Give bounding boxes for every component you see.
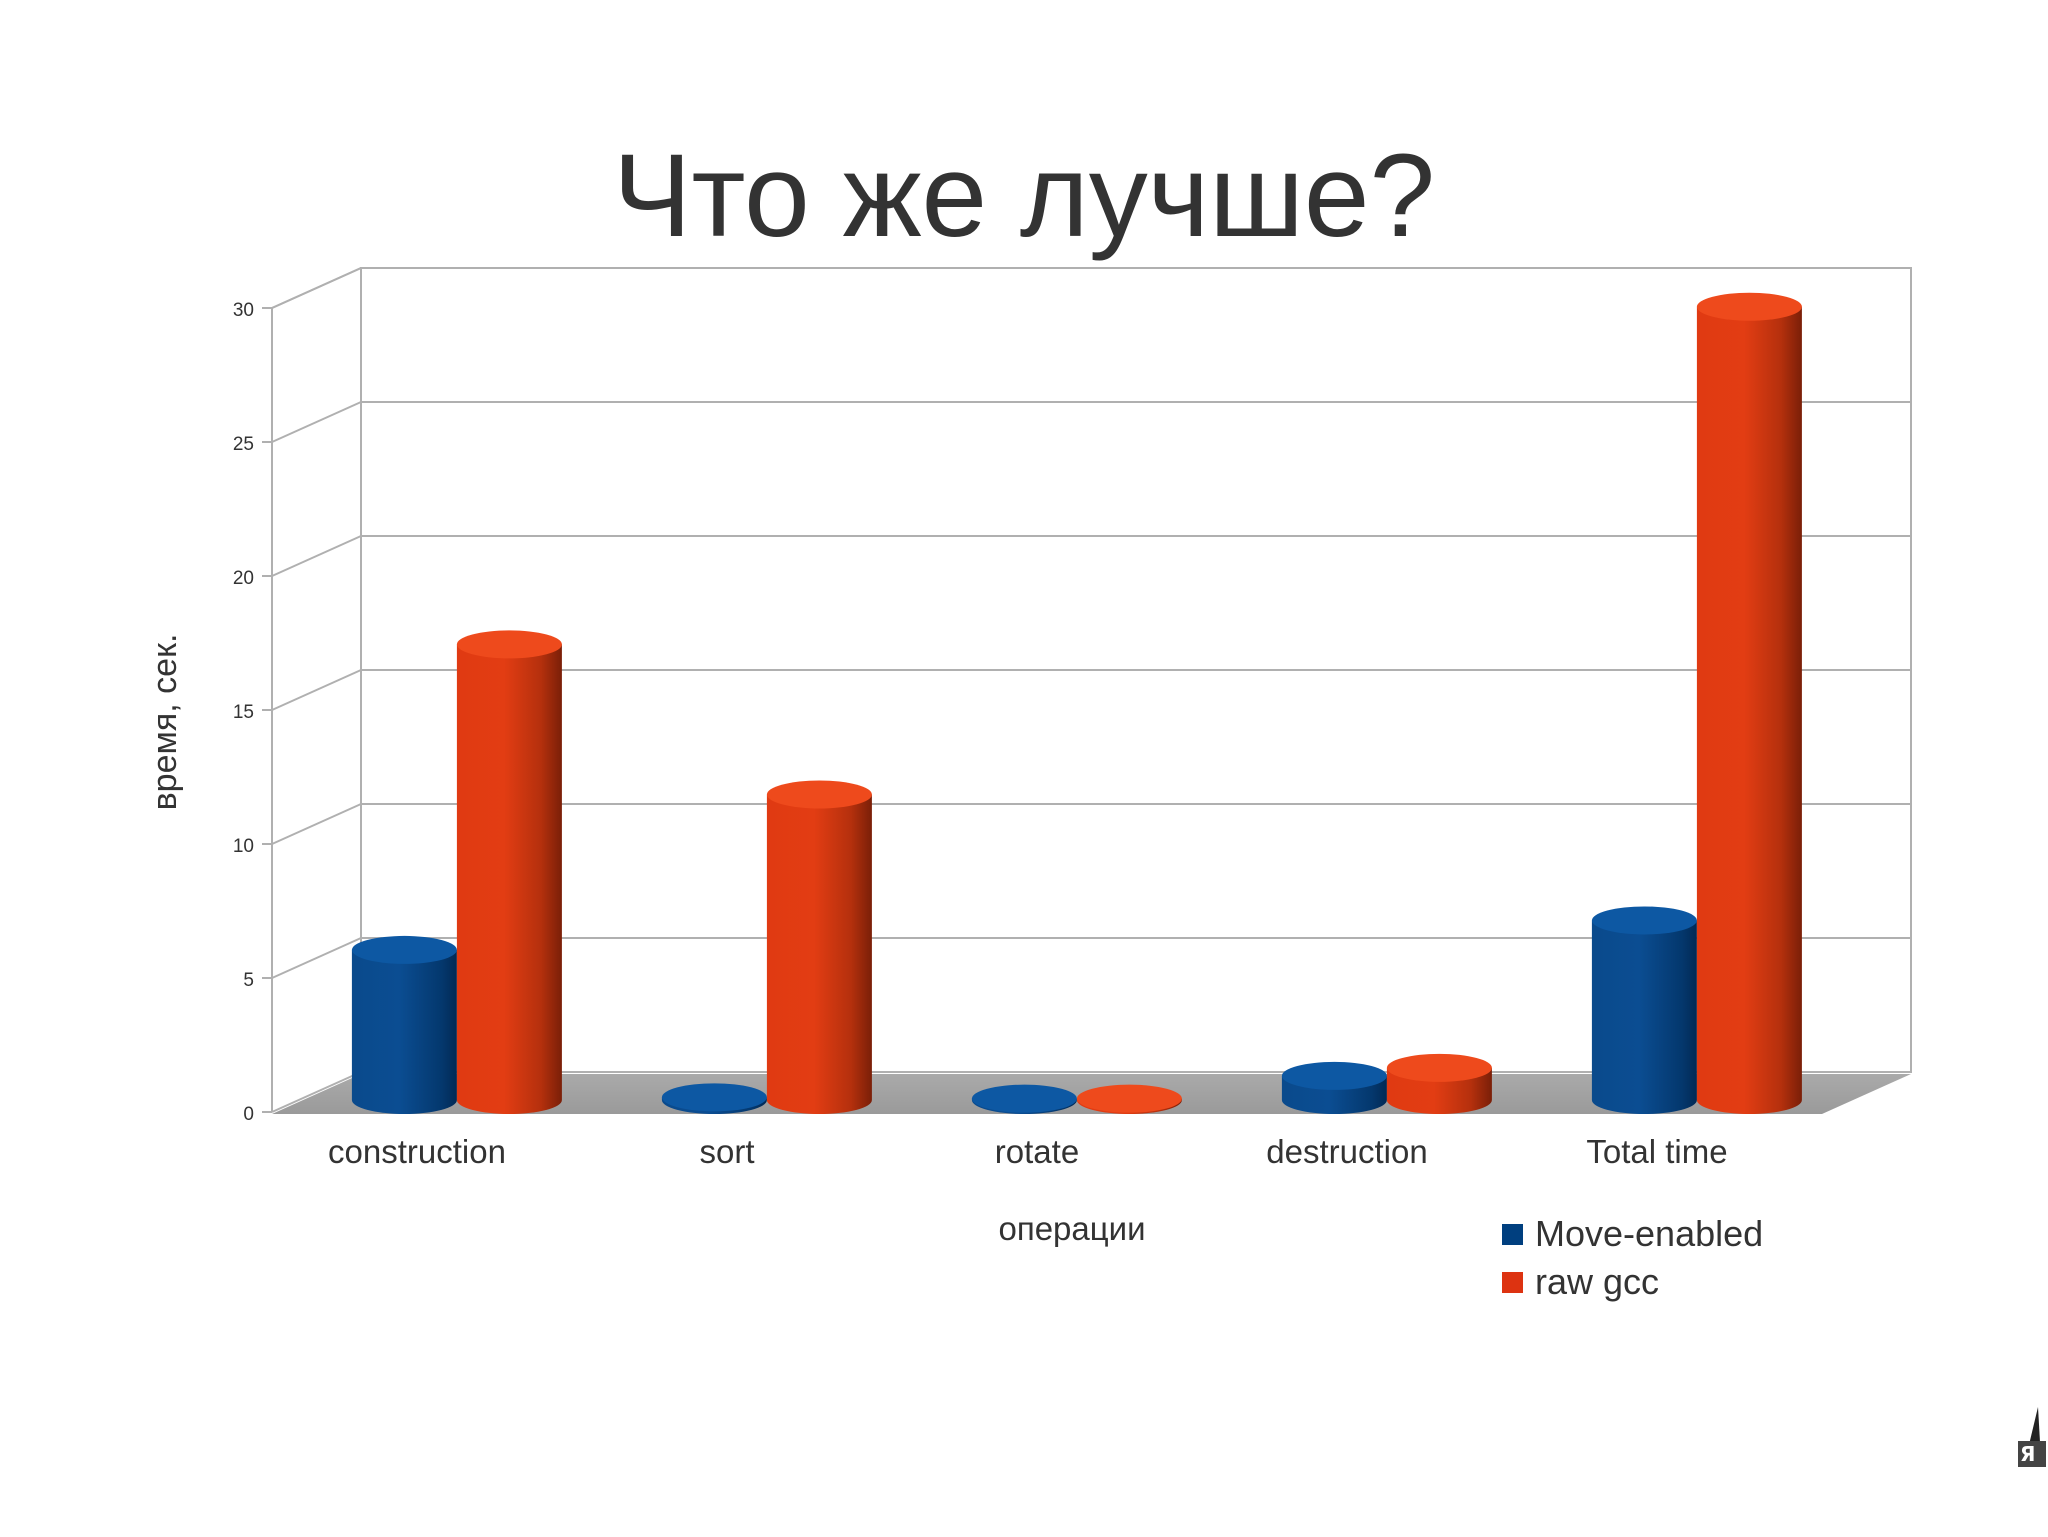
y-tick-label: 0 [243, 1104, 254, 1125]
bar-move-enabled-destruction [1281, 1061, 1387, 1115]
x-tick-label: sort [699, 1133, 754, 1170]
bar-move-enabled-construction [351, 935, 457, 1114]
bar-move-enabled-sort [661, 1083, 767, 1115]
gridline-side-15 [271, 669, 362, 711]
y-tick-label: 15 [233, 702, 254, 723]
bar-top [1386, 1053, 1492, 1082]
gridline-side-20 [271, 535, 362, 577]
bar-raw-gcc-rotate [1076, 1084, 1182, 1115]
gridline-side-25 [271, 401, 362, 443]
y-tick-label: 30 [233, 300, 254, 321]
legend-swatch-move-enabled [1502, 1223, 1523, 1245]
bar-top [1696, 292, 1802, 321]
legend-swatch-raw-gcc [1502, 1271, 1523, 1293]
chart-axes: 0 5 10 15 20 25 30 construction sort rotate destru… [146, 300, 1728, 1247]
x-tick-label: Total time [1586, 1133, 1727, 1170]
bar-body [1591, 920, 1697, 1115]
bar-top [1281, 1061, 1387, 1090]
legend-label-raw-gcc: raw gcc [1535, 1261, 1660, 1302]
legend-item-move-enabled: Move-enabled [1502, 1210, 1763, 1258]
legend-item-raw-gcc: raw gcc [1502, 1258, 1763, 1306]
bar-move-enabled-rotate [971, 1084, 1077, 1115]
bar-body [456, 644, 562, 1114]
chart-bars [351, 292, 1802, 1115]
bar-body [766, 794, 872, 1115]
slide-title: Что же лучше? [612, 130, 1436, 262]
bar-top [1591, 906, 1697, 935]
svg-text:Я: Я [2020, 1442, 2035, 1466]
x-tick-label: construction [328, 1133, 506, 1170]
x-tick-label: destruction [1266, 1133, 1427, 1170]
bar-top [661, 1083, 767, 1112]
bar-body [1696, 306, 1802, 1115]
chart-legend: Move-enabled raw gcc [1502, 1210, 1763, 1306]
y-tick-label: 20 [233, 568, 254, 589]
bar-top [971, 1084, 1077, 1113]
bar-raw-gcc-total-time [1696, 292, 1802, 1115]
gridline-side-0 [271, 1071, 362, 1113]
bar-raw-gcc-destruction [1386, 1053, 1492, 1115]
gridline-side-30 [271, 267, 362, 309]
bar-top [766, 780, 872, 809]
y-axis-title: время, сек. [146, 634, 184, 811]
bar-raw-gcc-construction [456, 630, 562, 1114]
gridline-side-5 [271, 937, 362, 979]
bar-move-enabled-total-time [1591, 906, 1697, 1115]
bar-top [456, 630, 562, 659]
bar-body [351, 949, 457, 1114]
x-axis-title: операции [998, 1210, 1145, 1247]
bar-raw-gcc-sort [766, 780, 872, 1115]
y-tick-label: 5 [243, 970, 254, 991]
corner-logo-icon: Я [2018, 1407, 2046, 1467]
y-tick-label: 25 [233, 434, 254, 455]
bar-top [1076, 1084, 1182, 1113]
y-tick-label: 10 [233, 836, 254, 857]
x-tick-label: rotate [995, 1133, 1079, 1170]
bar-top [351, 935, 457, 964]
gridline-side-10 [271, 803, 362, 845]
legend-label-move-enabled: Move-enabled [1535, 1213, 1764, 1254]
